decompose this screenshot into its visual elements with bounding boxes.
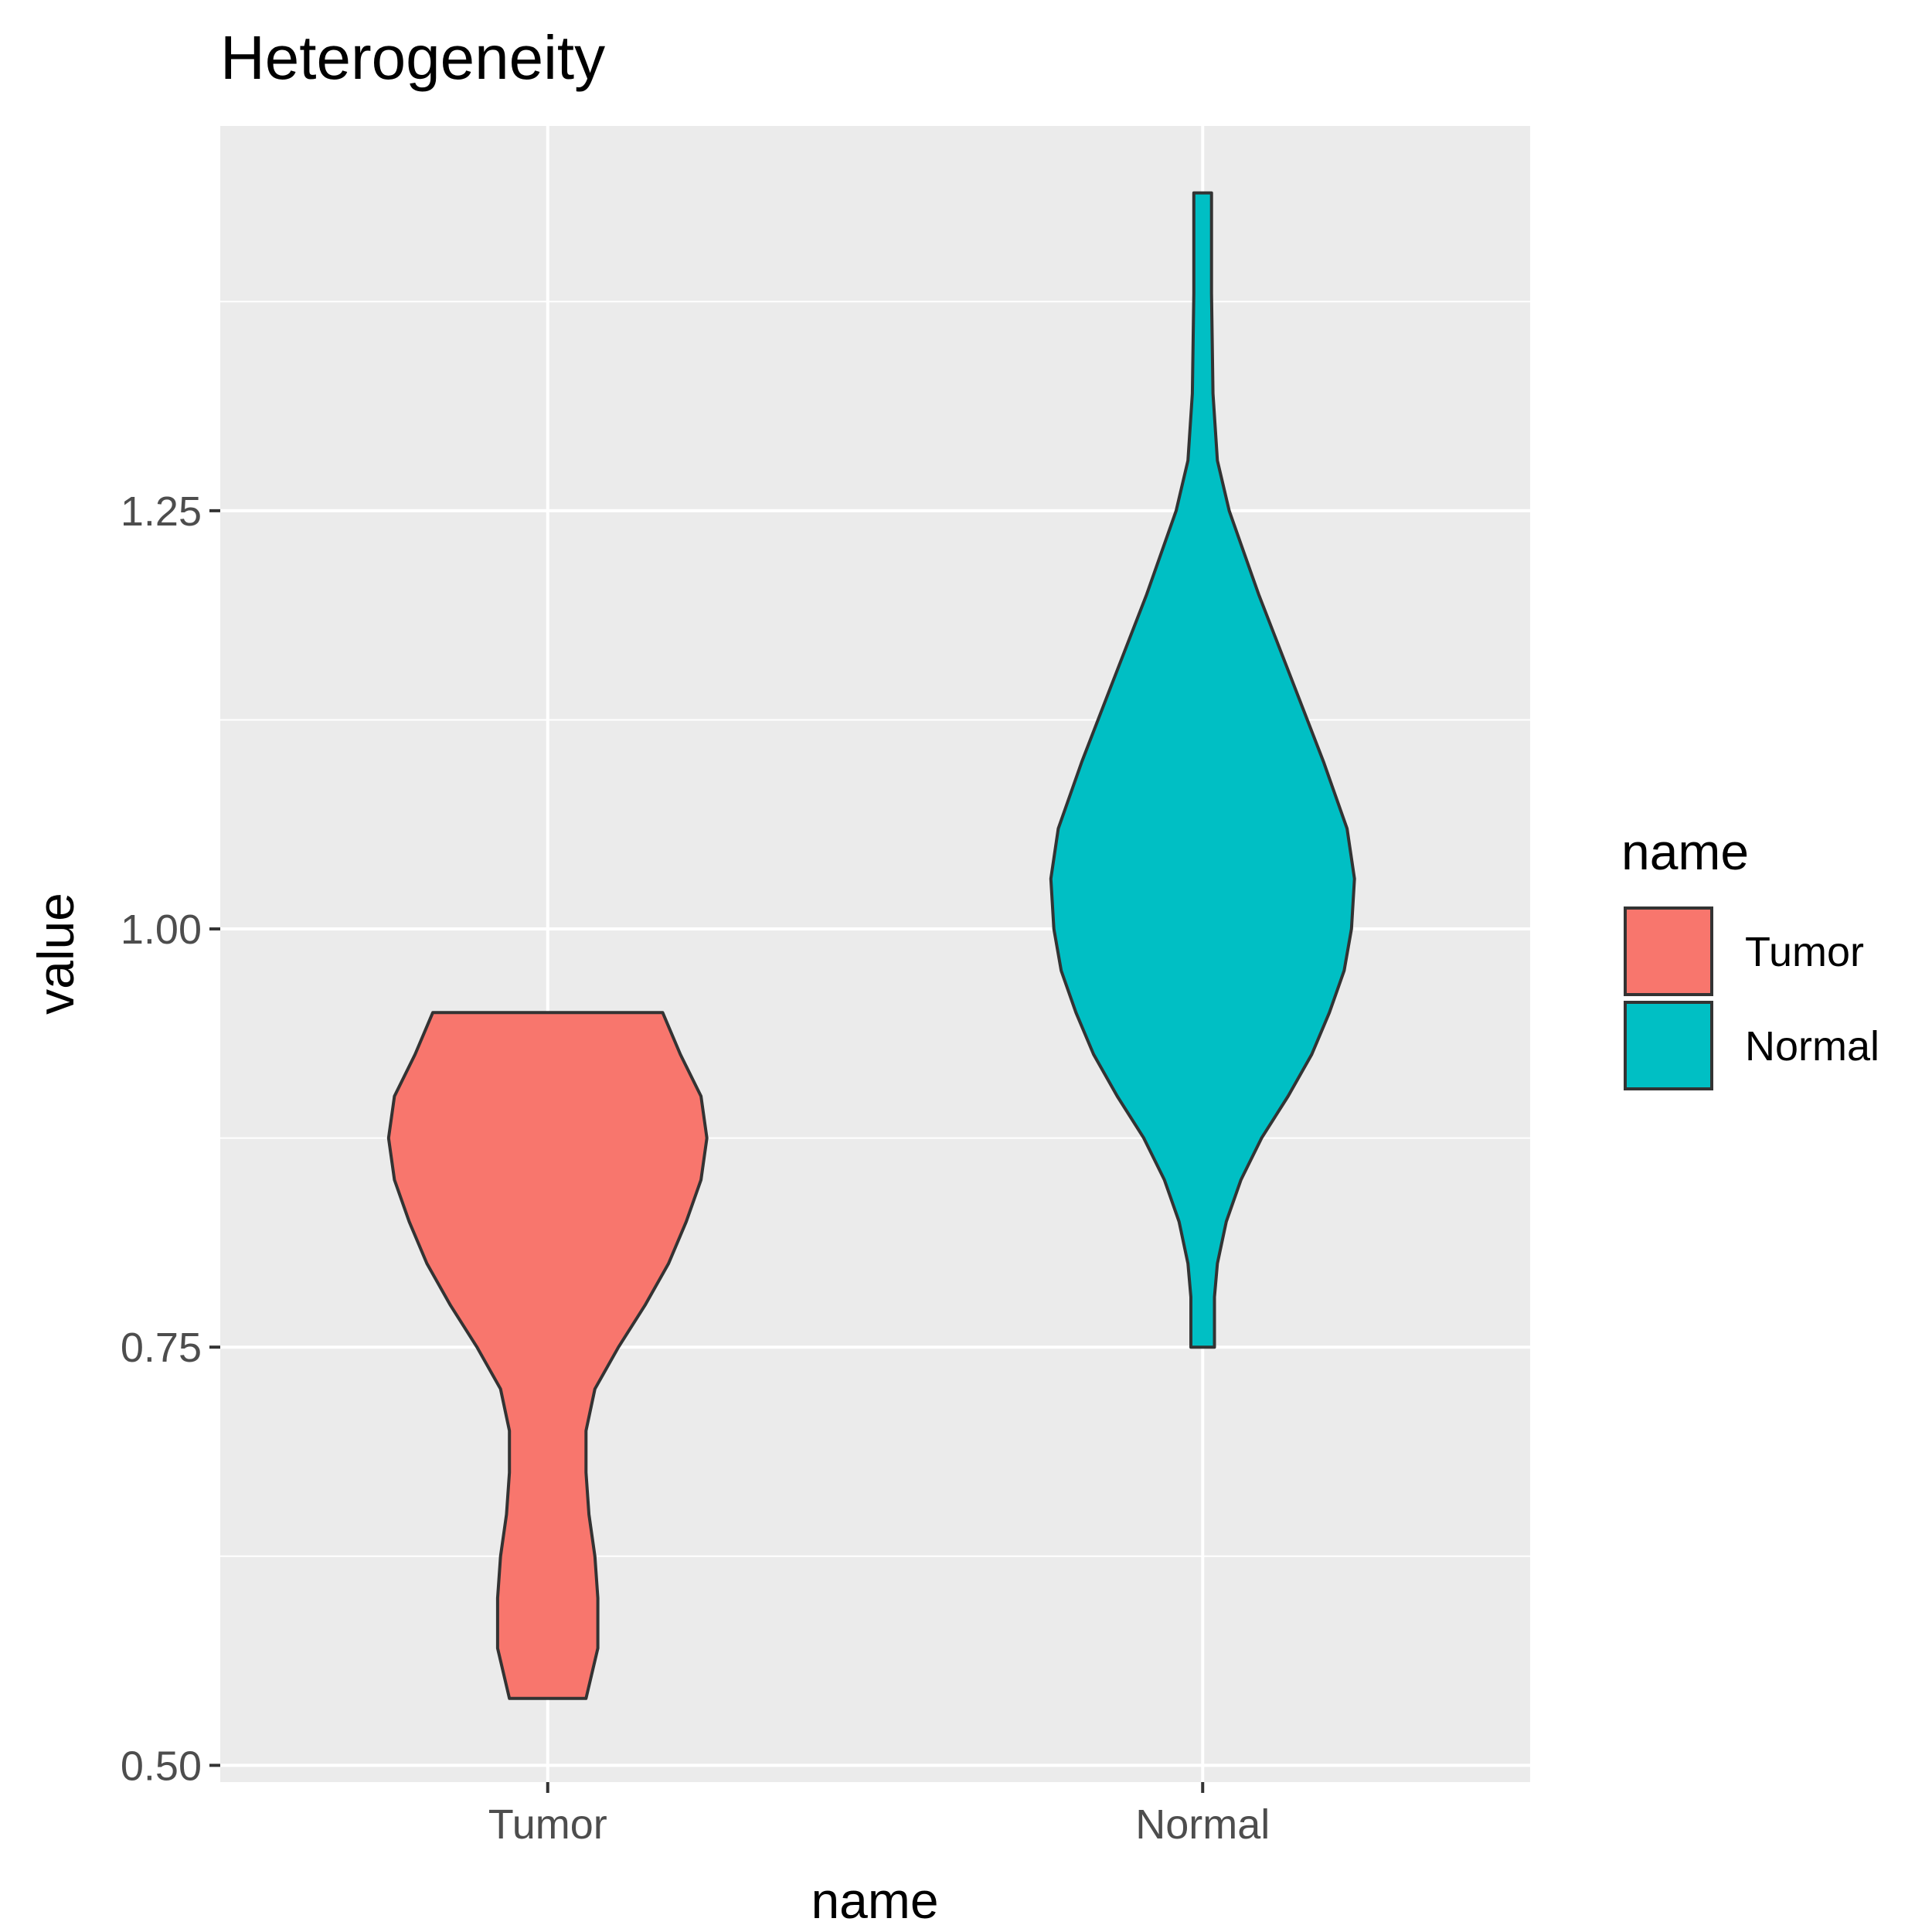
legend-key [1624,1001,1713,1090]
legend-label: Tumor [1745,929,1864,975]
legend-key [1624,906,1713,996]
x-tick-label: Tumor [488,1801,607,1848]
violins [386,191,1356,1700]
y-tick-label: 0.50 [121,1743,202,1789]
y-tick-label: 1.25 [121,488,202,535]
violin-tumor [386,1011,709,1700]
violin-normal [1049,191,1356,1349]
x-axis-title: name [811,1872,938,1929]
legend-label: Normal [1745,1023,1879,1070]
y-axis: 0.50 0.75 1.00 1.25 [121,488,220,1789]
y-tick-label: 0.75 [121,1325,202,1371]
legend-title: name [1621,823,1749,880]
legend: name Tumor Normal [1621,823,1879,1090]
y-axis-title: value [27,893,84,1015]
legend-entries: Tumor Normal [1624,906,1879,1090]
x-tick-label: Normal [1135,1801,1270,1848]
x-axis: Tumor Normal [488,1782,1270,1848]
chart-title: Heterogeneity [220,23,605,92]
y-tick-label: 1.00 [121,906,202,953]
